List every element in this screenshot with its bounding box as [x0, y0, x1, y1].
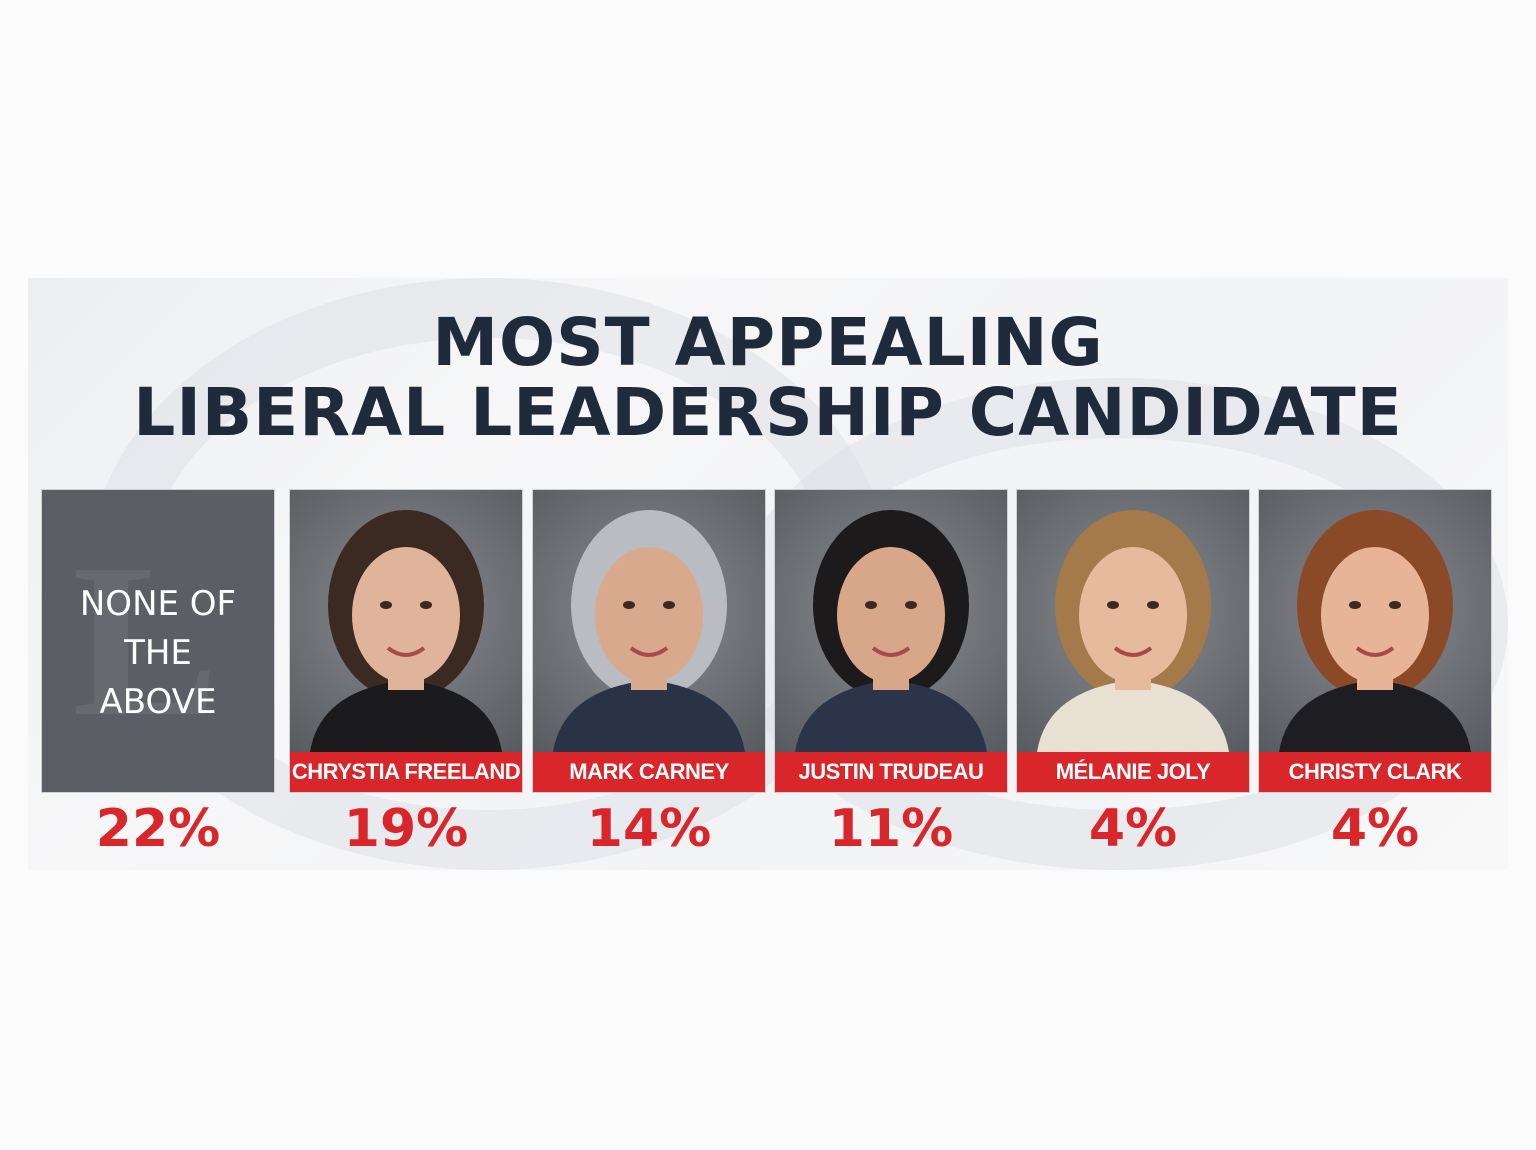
percentage-value: 4% [1330, 799, 1420, 859]
poll-graphic: MOST APPEALING LIBERAL LEADERSHIP CANDID… [28, 278, 1508, 870]
none-line: THE [124, 633, 192, 673]
none-line: NONE OF [79, 584, 237, 624]
percentage-value: 19% [343, 799, 469, 859]
candidate-name-label: JUSTIN TRUDEAU [775, 752, 1007, 792]
candidate-photo [310, 510, 502, 752]
none-of-the-above-card: L NONE OF THE ABOVE [42, 490, 274, 792]
candidate-card: MÉLANIE JOLY [1017, 490, 1249, 792]
candidate-card: MARK CARNEY [533, 490, 765, 792]
title-line-1: MOST APPEALING [432, 304, 1104, 381]
liberal-logo-watermark: L [72, 518, 219, 762]
title-line-2: LIBERAL LEADERSHIP CANDIDATE [133, 374, 1403, 451]
graphic-title: MOST APPEALING LIBERAL LEADERSHIP CANDID… [28, 308, 1508, 448]
candidate-card: JUSTIN TRUDEAU [775, 490, 1007, 792]
percentage-value: 4% [1088, 799, 1178, 859]
candidate-name-label: MÉLANIE JOLY [1017, 752, 1249, 792]
candidate-photo [553, 510, 745, 752]
percentage-value: 14% [586, 799, 712, 859]
candidate-name-label: MARK CARNEY [533, 752, 765, 792]
candidate-photo [1279, 510, 1471, 752]
none-line: ABOVE [99, 682, 217, 722]
candidate-name-label: CHRISTY CLARK [1259, 752, 1491, 792]
candidate-card: CHRISTY CLARK [1259, 490, 1491, 792]
percentage-value: 22% [95, 799, 221, 859]
candidate-card: CHRYSTIA FREELAND [290, 490, 522, 792]
candidate-name-label: CHRYSTIA FREELAND [290, 752, 522, 792]
candidate-photo [795, 510, 987, 752]
candidate-photo [1037, 510, 1229, 752]
none-of-the-above-text: NONE OF THE ABOVE [42, 580, 274, 727]
percentage-value: 11% [828, 799, 954, 859]
